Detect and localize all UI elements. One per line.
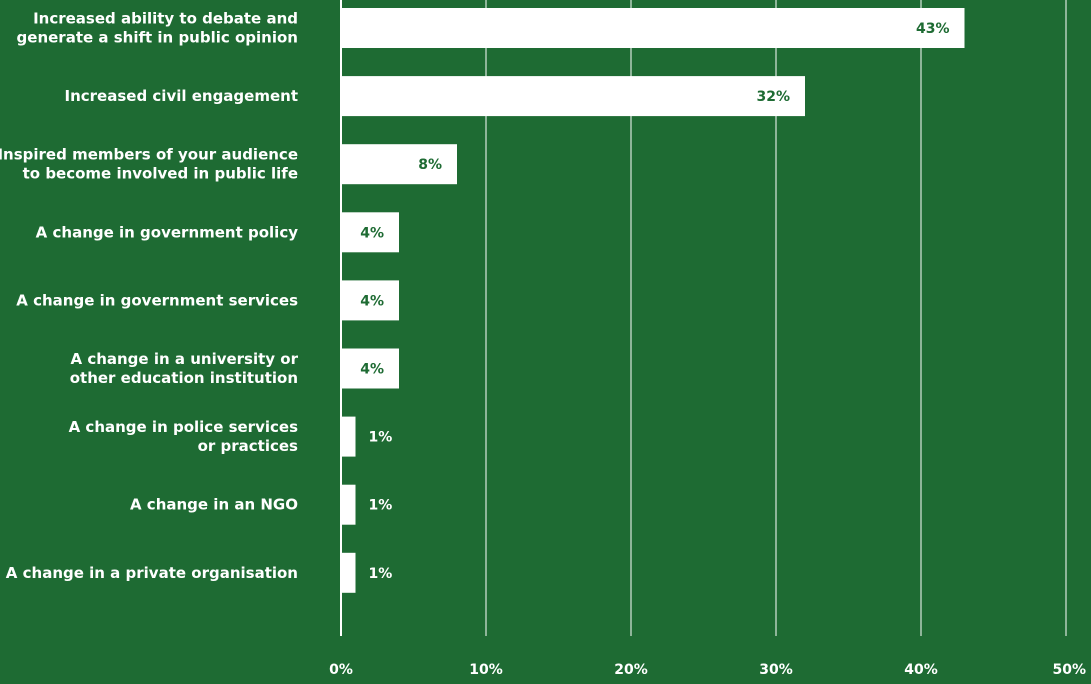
- category-label-line: or practices: [198, 437, 298, 455]
- bar-value-label: 43%: [916, 21, 950, 37]
- category-label-line: Inspired members of your audience: [0, 146, 298, 164]
- bar-value-label: 4%: [360, 225, 384, 241]
- x-tick-label: 20%: [614, 662, 648, 678]
- bar: [341, 416, 356, 457]
- value-labels: 43% 32% 8% 4% 4% 4% 1% 1% 1%: [360, 21, 949, 582]
- category-label: A change in police services or practices: [69, 418, 298, 455]
- bars: [341, 8, 965, 593]
- category-label-line: Increased ability to debate and: [33, 10, 298, 28]
- bar-value-label: 4%: [360, 293, 384, 309]
- category-label: Inspired members of your audience to beco…: [0, 146, 298, 183]
- bar: [341, 280, 399, 321]
- bar: [341, 76, 805, 117]
- category-label-line: to become involved in public life: [23, 165, 298, 183]
- category-label: A change in a private organisation: [6, 564, 298, 582]
- category-label: A change in an NGO: [130, 496, 298, 514]
- category-label-line: Increased civil engagement: [65, 87, 299, 105]
- bar-value-label: 1%: [369, 498, 393, 514]
- bar: [341, 348, 399, 389]
- category-label: Increased civil engagement: [65, 87, 299, 105]
- x-tick-label: 0%: [329, 662, 353, 678]
- bar-value-label: 32%: [756, 89, 790, 105]
- category-label-line: generate a shift in public opinion: [17, 29, 298, 47]
- bar: [341, 144, 457, 185]
- bar: [341, 484, 356, 525]
- category-label-line: A change in an NGO: [130, 496, 298, 514]
- category-label-line: A change in a private organisation: [6, 564, 298, 582]
- bar-value-label: 1%: [369, 566, 393, 582]
- bar-value-label: 1%: [369, 430, 393, 446]
- category-label-line: A change in police services: [69, 418, 298, 436]
- bar: [341, 552, 356, 593]
- category-label-line: A change in government services: [16, 291, 298, 309]
- bar: [341, 8, 965, 48]
- x-tick-label: 50%: [1052, 662, 1086, 678]
- bar-value-label: 4%: [360, 362, 384, 378]
- category-label: A change in government services: [16, 291, 298, 309]
- x-tick-label: 40%: [904, 662, 938, 678]
- bar: [341, 212, 399, 253]
- x-tick-label: 30%: [759, 662, 793, 678]
- x-tick-label: 10%: [469, 662, 503, 678]
- category-label: A change in a university or other educati…: [70, 350, 299, 387]
- category-label-line: other education institution: [70, 369, 298, 387]
- bar-value-label: 8%: [418, 157, 442, 173]
- category-label-line: A change in a university or: [70, 350, 298, 368]
- x-axis-tick-labels: 0% 10% 20% 30% 40% 50%: [329, 662, 1086, 678]
- category-label: A change in government policy: [36, 223, 299, 241]
- category-label: Increased ability to debate and generate …: [17, 10, 298, 47]
- category-label-line: A change in government policy: [36, 223, 299, 241]
- category-labels: Increased ability to debate and generate …: [0, 10, 299, 582]
